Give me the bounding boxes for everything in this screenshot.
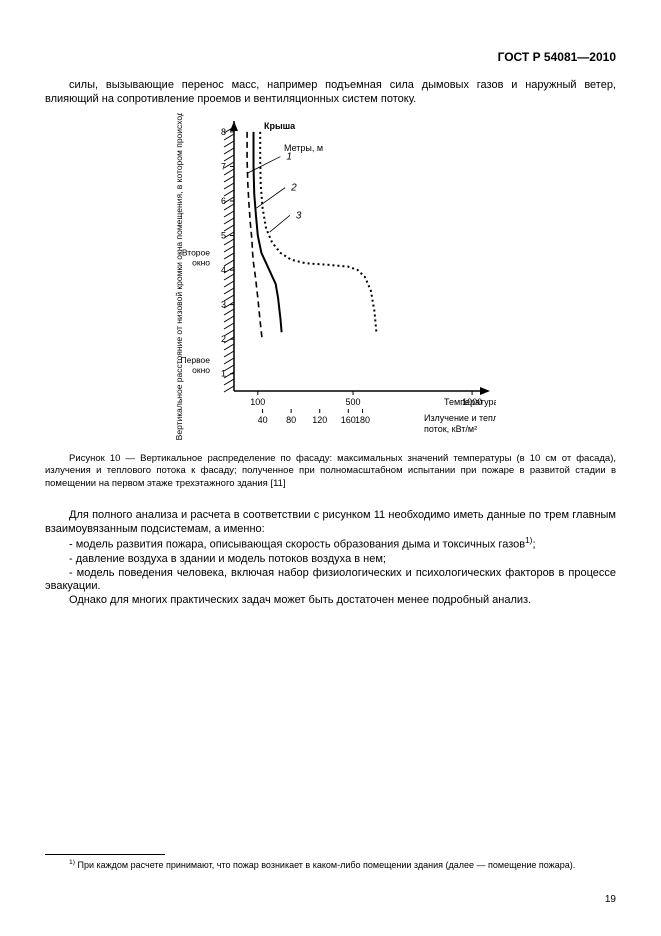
- list-item-1-pre: - модель развития пожара, описывающая ск…: [69, 539, 525, 551]
- svg-text:Температура, °С: Температура, °С: [444, 397, 496, 407]
- svg-text:2: 2: [290, 182, 297, 193]
- svg-text:6: 6: [220, 196, 225, 206]
- page-number: 19: [605, 894, 616, 907]
- svg-text:окно: окно: [192, 257, 210, 267]
- svg-text:180: 180: [355, 415, 370, 425]
- doc-header: ГОСТ Р 54081—2010: [45, 50, 616, 65]
- footnote-body: При каждом расчете принимают, что пожар …: [75, 860, 575, 870]
- analysis-intro: Для полного анализа и расчета в соответс…: [45, 509, 616, 537]
- figure-caption: Рисунок 10 — Вертикальное распределение …: [45, 453, 616, 491]
- footnote-rule: [45, 854, 165, 855]
- footnote-text: 1) При каждом расчете принимают, что пож…: [45, 859, 616, 871]
- svg-text:Крыша: Крыша: [264, 121, 296, 131]
- closing-paragraph: Однако для многих практических задач мож…: [45, 594, 616, 608]
- svg-text:3: 3: [295, 210, 301, 221]
- svg-text:Второе: Второе: [181, 247, 209, 257]
- svg-text:40: 40: [257, 415, 267, 425]
- svg-text:160: 160: [340, 415, 355, 425]
- svg-text:7: 7: [220, 161, 225, 171]
- svg-text:окно: окно: [192, 364, 210, 374]
- list-item-2: - давление воздуха в здании и модель пот…: [45, 553, 616, 567]
- svg-text:поток, кВт/м²: поток, кВт/м²: [424, 424, 477, 434]
- svg-text:Первое: Первое: [180, 354, 210, 364]
- svg-text:500: 500: [345, 397, 360, 407]
- list-item-1: - модель развития пожара, описывающая ск…: [45, 536, 616, 552]
- svg-text:4: 4: [220, 265, 225, 275]
- svg-text:1: 1: [286, 151, 292, 162]
- svg-text:3: 3: [220, 299, 225, 309]
- intro-paragraph: силы, вызывающие перенос масс, например …: [45, 79, 616, 107]
- list-item-3: - модель поведения человека, включая наб…: [45, 567, 616, 595]
- footnote-block: 1) При каждом расчете принимают, что пож…: [45, 854, 616, 880]
- figure-10-svg: 12345678КрышаМетры, мВертикальное рассто…: [166, 113, 496, 443]
- svg-text:5: 5: [220, 230, 225, 240]
- svg-text:80: 80: [286, 415, 296, 425]
- svg-text:Излучение и тепловой: Излучение и тепловой: [424, 413, 496, 423]
- list-item-1-post: ;: [532, 539, 535, 551]
- figure-10: 12345678КрышаМетры, мВертикальное рассто…: [45, 113, 616, 443]
- svg-text:120: 120: [312, 415, 327, 425]
- svg-text:100: 100: [250, 397, 265, 407]
- svg-text:Вертикальное расстояние от низ: Вертикальное расстояние от низовой кромк…: [174, 113, 184, 440]
